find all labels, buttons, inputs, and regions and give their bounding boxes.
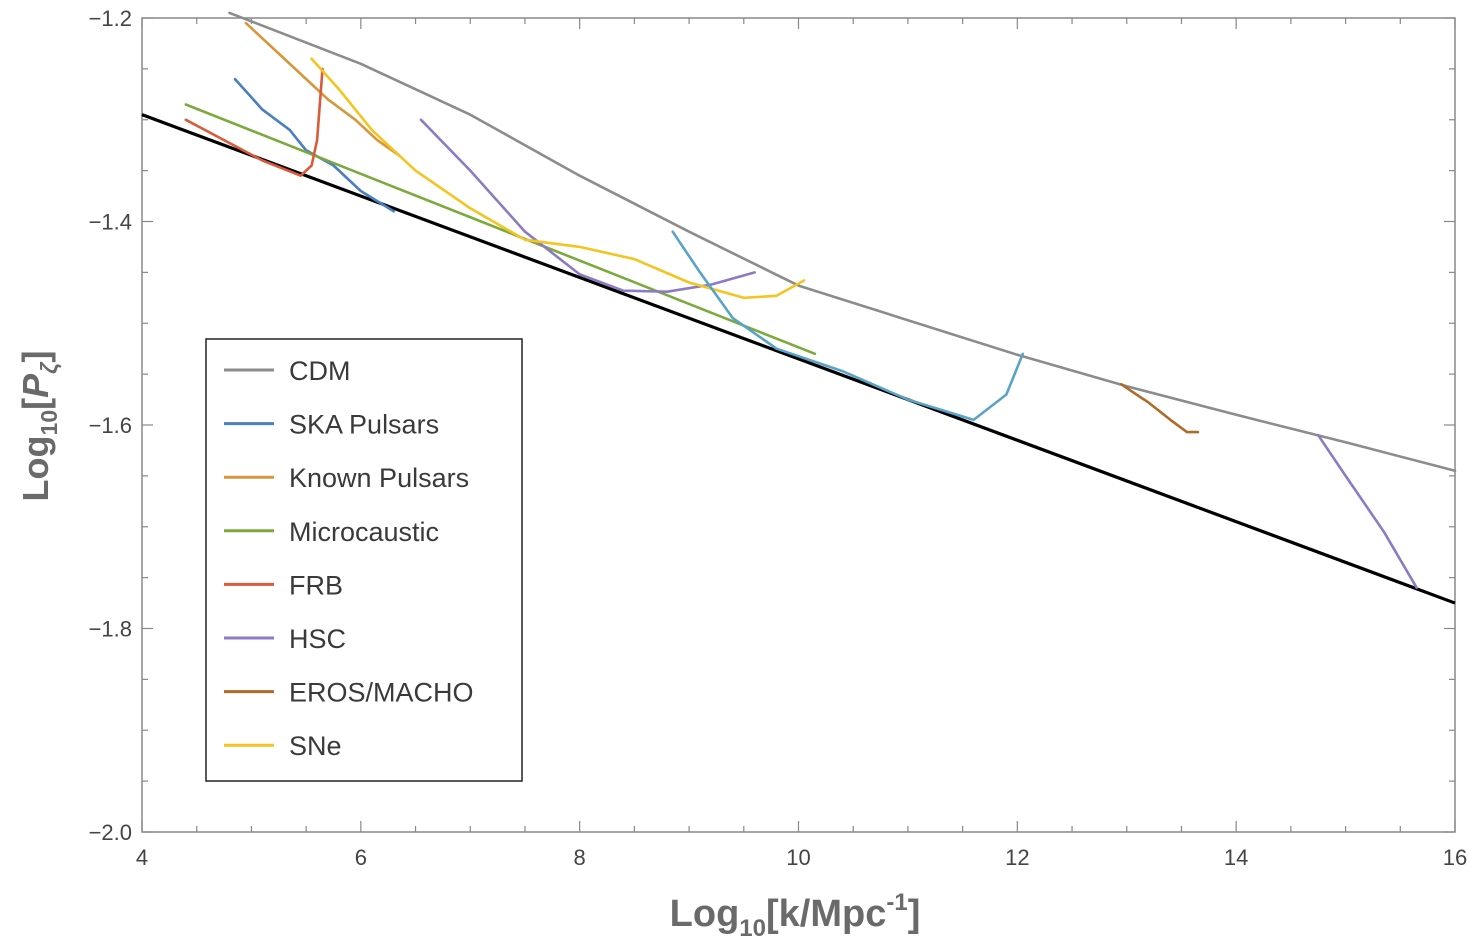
- y-axis-title-base: Log: [15, 435, 56, 501]
- series-line-ska-pulsars: [233, 77, 395, 213]
- y-axis-title-sub: 10: [36, 410, 62, 436]
- series-line-sne: [310, 57, 806, 300]
- x-tick-label: 6: [355, 845, 367, 870]
- series-line-ska-upper: [671, 230, 1025, 422]
- series-layer: [184, 11, 1457, 590]
- legend: CDM SKA Pulsars Known Pulsars Microcaustic F…: [205, 338, 523, 782]
- y-axis-title-varsub: ζ: [36, 361, 62, 374]
- series-line-known-pulsars: [244, 21, 401, 157]
- x-axis-title-sub: 10: [739, 915, 766, 936]
- y-tick-label: −1.2: [89, 6, 132, 31]
- y-axis-title: Log10[Pζ]: [15, 351, 62, 502]
- y-axis-title-var: P: [15, 373, 56, 398]
- x-axis-title-sup: -1: [886, 889, 907, 916]
- y-axis-title-end: ]: [15, 351, 56, 363]
- series-line-hsc: [419, 118, 756, 293]
- series-line-microcaustic: [184, 103, 817, 356]
- y-tick-label: −1.4: [89, 210, 132, 235]
- x-axis-title-base: Log: [670, 893, 740, 935]
- legend-box: [205, 338, 523, 782]
- y-tick-label: −1.8: [89, 617, 132, 642]
- x-axis-title: Log10[k/Mpc-1]: [670, 889, 921, 936]
- axis-ticks: 4 6 8 10 12 14 16 −2.0 −1.8 −1.6 −1.4 −1.2: [89, 6, 1468, 870]
- baseline-line: [141, 113, 1456, 605]
- y-axis-title-mid: [: [15, 398, 56, 410]
- x-tick-label: 14: [1224, 845, 1248, 870]
- legend-label: HSC: [289, 624, 346, 654]
- legend-label: FRB: [289, 570, 343, 600]
- x-axis-title-end: ]: [908, 893, 921, 935]
- x-tick-label: 8: [574, 845, 586, 870]
- x-tick-label: 4: [136, 845, 148, 870]
- baseline-layer: [141, 113, 1456, 605]
- legend-label: Microcaustic: [289, 517, 439, 547]
- legend-label: CDM: [289, 356, 351, 386]
- series-line-hsc: [1316, 433, 1418, 590]
- y-tick-label: −1.6: [89, 413, 132, 438]
- x-axis-title-mid: [k/Mpc: [766, 893, 886, 935]
- x-tick-label: 10: [786, 845, 810, 870]
- legend-label: SKA Pulsars: [289, 410, 439, 440]
- series-line-cdm: [228, 11, 1457, 473]
- x-tick-label: 12: [1005, 845, 1029, 870]
- legend-label: SNe: [289, 731, 342, 761]
- legend-label: EROS/MACHO: [289, 678, 474, 708]
- x-tick-label: 16: [1443, 845, 1467, 870]
- series-line-eros-macho: [1120, 383, 1200, 434]
- legend-label: Known Pulsars: [289, 463, 469, 493]
- y-tick-label: −2.0: [89, 820, 132, 845]
- series-line-frb: [184, 67, 324, 177]
